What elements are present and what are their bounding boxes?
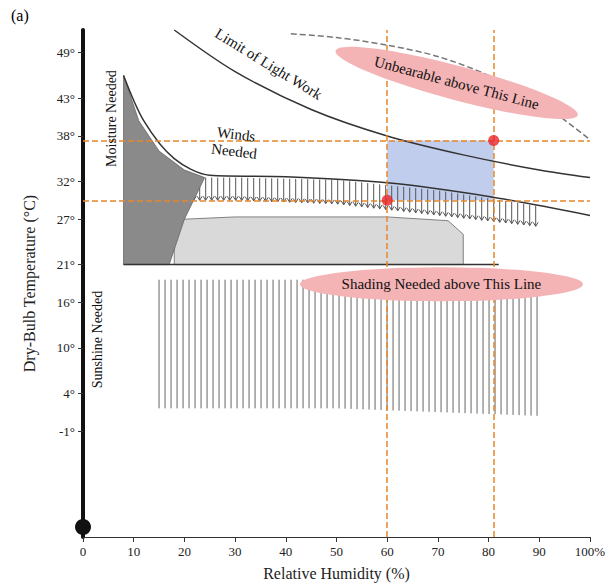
svg-text:21°: 21° <box>57 257 75 272</box>
svg-text:38°: 38° <box>57 128 75 143</box>
svg-text:49°: 49° <box>57 45 75 60</box>
svg-text:70: 70 <box>431 544 444 559</box>
svg-text:100%: 100% <box>575 544 606 559</box>
svg-text:32°: 32° <box>57 174 75 189</box>
svg-text:60: 60 <box>381 544 394 559</box>
svg-text:50: 50 <box>330 544 343 559</box>
svg-text:30: 30 <box>229 544 242 559</box>
svg-text:Dry-Bulb Temperature (°C): Dry-Bulb Temperature (°C) <box>21 195 39 372</box>
svg-text:27°: 27° <box>57 212 75 227</box>
svg-text:16°: 16° <box>57 295 75 310</box>
svg-text:Shading Needed above This Line: Shading Needed above This Line <box>342 276 542 292</box>
svg-text:Moisture Needed: Moisture Needed <box>104 70 119 167</box>
svg-text:40: 40 <box>279 544 292 559</box>
svg-text:0: 0 <box>80 544 87 559</box>
svg-text:Needed: Needed <box>210 141 258 162</box>
svg-text:80: 80 <box>482 544 495 559</box>
svg-text:10°: 10° <box>57 340 75 355</box>
svg-text:Unbearable above This Line: Unbearable above This Line <box>373 53 542 112</box>
svg-text:Limit of Light Work: Limit of Light Work <box>212 25 325 103</box>
svg-text:Sunshine Needed: Sunshine Needed <box>90 291 105 389</box>
svg-text:4°: 4° <box>63 386 75 401</box>
svg-text:Winds: Winds <box>216 124 257 145</box>
svg-text:90: 90 <box>533 544 546 559</box>
svg-text:(a): (a) <box>11 7 29 25</box>
svg-text:10: 10 <box>127 544 140 559</box>
svg-text:Relative Humidity (%): Relative Humidity (%) <box>263 565 410 583</box>
svg-text:-1°: -1° <box>59 424 75 439</box>
svg-text:20: 20 <box>178 544 191 559</box>
svg-text:43°: 43° <box>57 91 75 106</box>
